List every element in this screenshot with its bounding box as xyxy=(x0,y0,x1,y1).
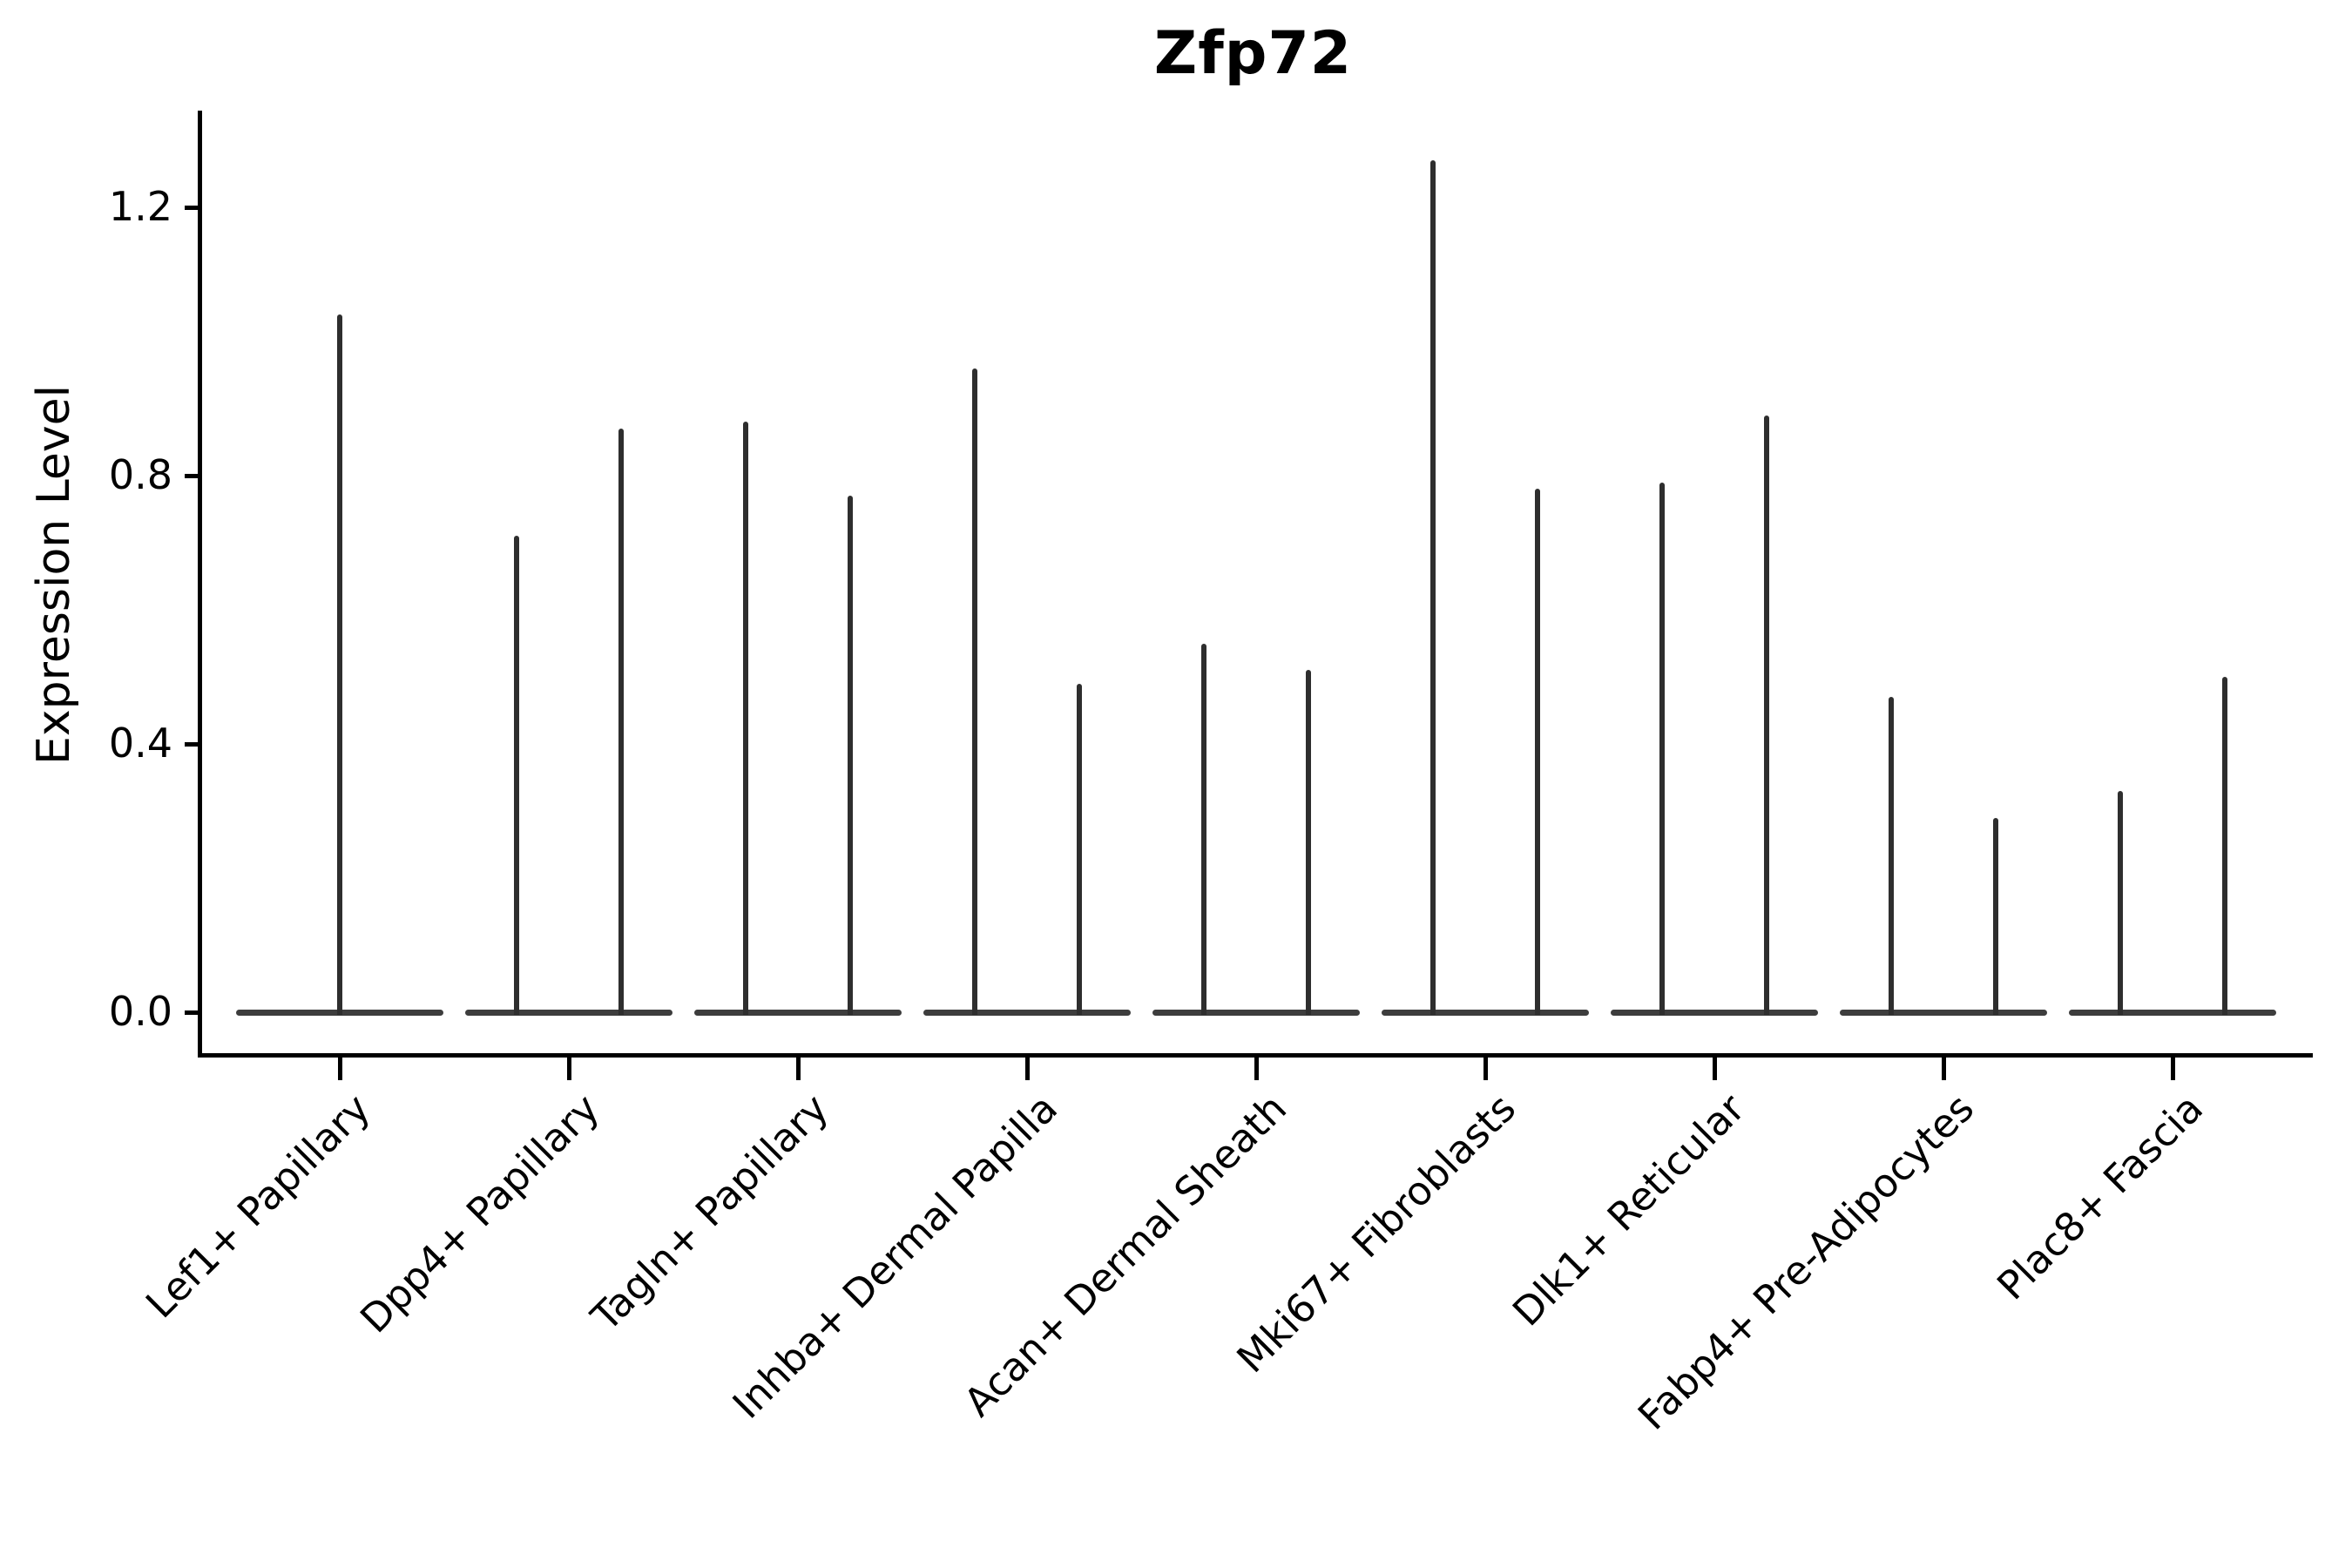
y-tick-label: 0.0 xyxy=(108,988,172,1035)
y-tick-label: 0.8 xyxy=(108,451,172,498)
y-tick-label: 0.4 xyxy=(108,720,172,767)
violin-spike xyxy=(972,368,977,1015)
x-tick-label: Lef1+ Papillary xyxy=(137,1085,380,1328)
x-tick-label: Tagln+ Papillary xyxy=(582,1085,838,1341)
violin-spike xyxy=(2222,677,2227,1015)
violin-zero-base xyxy=(1382,1010,1589,1016)
violin-zero-base xyxy=(1611,1010,1818,1016)
x-tick-mark xyxy=(567,1058,571,1080)
violin-spike xyxy=(1659,482,1665,1015)
x-tick-mark xyxy=(1942,1058,1946,1080)
y-tick-mark xyxy=(185,742,202,747)
violin-spike xyxy=(1764,415,1769,1015)
violin-spike xyxy=(618,429,624,1015)
x-tick-mark xyxy=(796,1058,801,1080)
violin-zero-base xyxy=(923,1010,1131,1016)
violin-spike xyxy=(1535,489,1540,1015)
y-tick-mark xyxy=(185,206,202,210)
violin-spike xyxy=(1201,643,1206,1015)
violin-zero-base xyxy=(1152,1010,1360,1016)
x-tick-label: Dpp4+ Papillary xyxy=(351,1085,609,1342)
violin-spike xyxy=(1430,160,1436,1015)
violin-spike xyxy=(743,422,748,1015)
violin-spike xyxy=(1889,697,1894,1015)
violin-zero-base xyxy=(2069,1010,2276,1016)
y-tick-mark xyxy=(185,1010,202,1015)
x-tick-mark xyxy=(2171,1058,2175,1080)
violin-spike xyxy=(1306,670,1311,1015)
x-tick-mark xyxy=(1713,1058,1717,1080)
violin-spike xyxy=(1077,683,1082,1015)
x-tick-label: Plac8+ Fascia xyxy=(1988,1085,2213,1309)
violin-zero-base xyxy=(694,1010,902,1016)
y-axis-label: Expression Level xyxy=(28,384,80,766)
violin-spike xyxy=(848,496,853,1015)
violin-spike xyxy=(2118,790,2123,1015)
chart-title: Zfp72 xyxy=(1153,19,1353,88)
violin-zero-base xyxy=(1840,1010,2047,1016)
violin-spike xyxy=(1993,817,1998,1015)
x-tick-mark xyxy=(1025,1058,1030,1080)
violin-spike xyxy=(337,314,342,1015)
x-tick-mark xyxy=(1484,1058,1488,1080)
violin-zero-base xyxy=(465,1010,672,1016)
plot-area xyxy=(185,111,2313,1080)
x-tick-mark xyxy=(338,1058,342,1080)
y-tick-label: 1.2 xyxy=(108,183,172,230)
x-tick-mark xyxy=(1254,1058,1259,1080)
violin-spike xyxy=(514,536,519,1015)
y-tick-mark xyxy=(185,474,202,478)
x-tick-label: Dlk1+ Reticular xyxy=(1504,1085,1754,1335)
